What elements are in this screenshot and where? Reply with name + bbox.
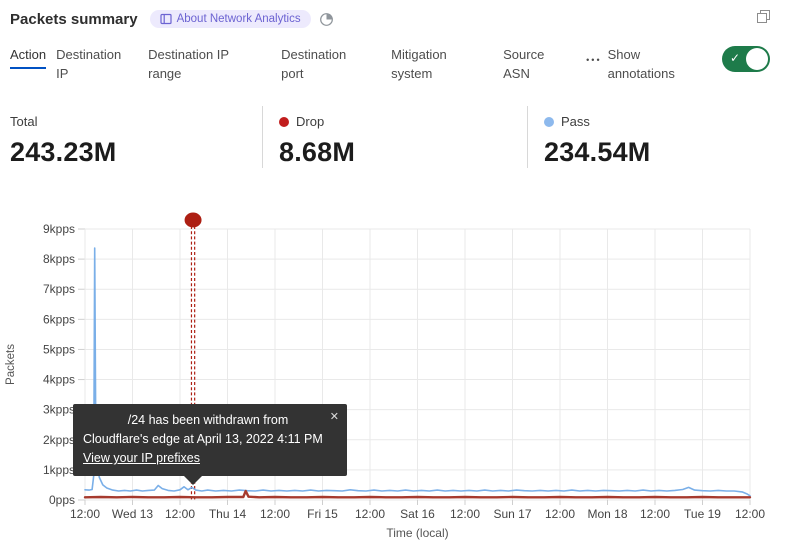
x-axis-label: Sat 16 [400, 507, 435, 521]
toggle-knob [746, 48, 768, 70]
tab-destination-ip-range[interactable]: Destination IP range [148, 45, 243, 83]
show-annotations-label: Show annotations [607, 47, 675, 81]
pie-clock-icon[interactable] [319, 12, 334, 27]
y-axis-label: 8kpps [43, 252, 75, 266]
series-dot-icon [544, 116, 554, 127]
show-annotations-toggle[interactable]: ✓ [722, 46, 770, 72]
y-axis-label: 0pps [49, 493, 75, 507]
tab-mitigation-system[interactable]: Mitigation system [391, 45, 463, 83]
tab-source-asn[interactable]: Source ASN [503, 45, 553, 83]
tab-label: Action [10, 45, 47, 69]
stat-pass: Pass 234.54M [527, 106, 650, 168]
x-axis-label: Mon 18 [587, 507, 627, 521]
x-axis-label: Fri 15 [307, 507, 338, 521]
stat-label: Total [10, 114, 38, 129]
badge-label: About Network Analytics [176, 13, 301, 25]
packets-chart: 0pps 1kpps 2kpps 3kpps 4kpps 5kpps 6kpps 7kpps 8… [5, 212, 765, 540]
close-icon[interactable]: ✕ [329, 411, 339, 423]
about-network-analytics-badge[interactable]: About Network Analytics [149, 10, 311, 28]
tab-action[interactable]: Action [10, 45, 47, 69]
summary-stats: Total 243.23M Drop 8.68M Pass 234.54M [0, 106, 785, 168]
x-axis-label: Sun 17 [493, 507, 531, 521]
x-axis-label: 12:00 [260, 507, 290, 521]
y-axis-label: 1kpps [43, 463, 75, 477]
check-icon: ✓ [730, 51, 741, 65]
stat-total: Total 243.23M [0, 106, 262, 168]
stat-label: Pass [544, 114, 650, 129]
view-ip-prefixes-link[interactable]: View your IP prefixes [83, 451, 200, 465]
dimension-tabs: Action Destination IP Destination IP range… [10, 45, 715, 83]
y-axis-label: 5kpps [43, 342, 75, 356]
tab-label: Destination port [281, 47, 347, 81]
tooltip-line2: Cloudflare's edge at April 13, 2022 4:11… [83, 432, 323, 446]
packets-chart-area: 0pps 1kpps 2kpps 3kpps 4kpps 5kpps 6kpps 7kpps 8… [0, 205, 785, 555]
y-axis-label: 7kpps [43, 282, 75, 296]
y-axis-label: 4kpps [43, 373, 75, 387]
tab-label: Mitigation system [391, 47, 447, 81]
x-axis-label: 12:00 [355, 507, 385, 521]
tab-list: Action Destination IP Destination IP range… [10, 45, 586, 83]
stat-value: 243.23M [10, 137, 117, 167]
y-axis-label: 9kpps [43, 222, 75, 236]
y-axis-label: 3kpps [43, 403, 75, 417]
x-axis-label: 12:00 [450, 507, 480, 521]
page-title: Packets summary [10, 10, 138, 28]
x-axis-label: 12:00 [545, 507, 575, 521]
x-axis-title: Time (local) [386, 526, 448, 540]
panel-header: Packets summary About Network Analytics [0, 0, 785, 28]
y-axis-label: 6kpps [43, 312, 75, 326]
annotation-marker[interactable] [184, 212, 202, 228]
series-dot-icon [279, 116, 289, 127]
more-tabs-icon[interactable]: ••• [586, 55, 602, 65]
pass-series-line [84, 247, 751, 497]
stat-value: 8.68M [279, 137, 356, 167]
tab-label: Destination IP range [148, 47, 229, 81]
tab-destination-port[interactable]: Destination port [281, 45, 359, 83]
stat-label: Drop [279, 114, 527, 129]
book-icon [159, 13, 172, 25]
tab-destination-ip[interactable]: Destination IP [56, 45, 132, 83]
x-axis-label: Wed 13 [112, 507, 153, 521]
x-axis-label: 12:00 [640, 507, 670, 521]
tooltip-line1: /24 has been withdrawn from [127, 413, 289, 427]
tab-label: Destination IP [56, 47, 122, 81]
x-axis-label: Thu 14 [209, 507, 247, 521]
drop-series-line [83, 489, 752, 499]
tab-label: Source ASN [503, 47, 545, 81]
stat-drop: Drop 8.68M [262, 106, 527, 168]
stat-value: 234.54M [544, 137, 651, 167]
y-axis-label: 2kpps [43, 433, 75, 447]
restore-window-icon[interactable] [756, 9, 771, 24]
x-axis-label: 12:00 [70, 507, 100, 521]
x-axis-label: 12:00 [165, 507, 195, 521]
annotation-tooltip: ✕ /24 has been withdrawn from Cloudflare… [73, 404, 347, 485]
x-axis-label: 12:00 [735, 507, 765, 521]
x-axis-label: Tue 19 [684, 507, 721, 521]
y-axis-title: Packets [5, 344, 17, 385]
